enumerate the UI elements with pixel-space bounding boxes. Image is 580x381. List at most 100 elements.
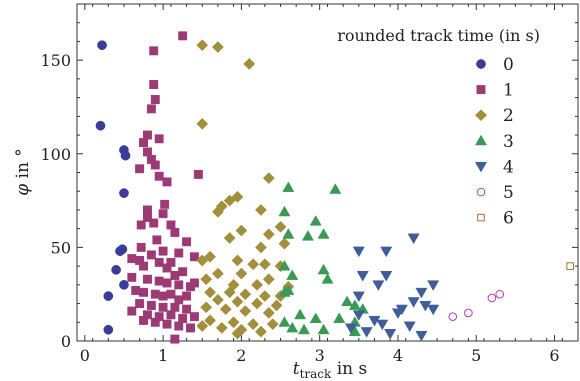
data-point — [270, 299, 283, 312]
data-point — [146, 104, 156, 114]
data-point — [154, 171, 164, 181]
data-point — [352, 246, 365, 258]
data-point — [309, 312, 322, 323]
data-point — [170, 271, 180, 280]
legend-title: rounded track time (in s) — [337, 26, 540, 45]
data-point — [231, 254, 244, 267]
data-point — [239, 305, 252, 317]
data-point — [200, 273, 213, 286]
x-tick-label: 4 — [393, 346, 403, 365]
data-point — [211, 41, 224, 54]
data-point — [158, 209, 168, 219]
data-point — [231, 295, 244, 308]
data-point — [251, 278, 264, 291]
data-point — [329, 183, 342, 194]
data-point — [127, 272, 137, 282]
legend-label-5: 5 — [503, 183, 514, 203]
data-point — [341, 295, 354, 307]
data-point — [136, 242, 146, 252]
data-point — [158, 246, 168, 256]
x-tick-label: 5 — [471, 346, 481, 365]
data-point — [149, 80, 159, 89]
data-point — [243, 57, 256, 70]
data-point — [95, 120, 106, 131]
legend: rounded track time (in s) 0 1 2 3 4 5 6 — [337, 26, 540, 229]
data-point — [407, 233, 420, 245]
data-point — [235, 224, 248, 237]
data-point — [247, 258, 260, 271]
data-point — [111, 265, 121, 275]
data-point — [262, 273, 275, 286]
data-point — [162, 278, 172, 288]
data-point — [166, 310, 176, 320]
data-point — [170, 227, 180, 237]
data-point — [139, 261, 148, 271]
data-point — [152, 235, 162, 245]
data-point — [223, 286, 236, 299]
data-point — [160, 199, 170, 209]
data-point — [415, 330, 428, 342]
x-tick-label: 6 — [549, 346, 559, 365]
data-point — [223, 232, 236, 244]
data-point — [211, 205, 224, 218]
series-5 — [448, 289, 505, 321]
data-point — [274, 220, 287, 233]
data-point — [131, 286, 141, 295]
data-point — [356, 271, 369, 282]
data-point — [189, 312, 199, 322]
data-point — [150, 95, 160, 104]
series-6 — [566, 262, 574, 270]
data-point — [309, 215, 322, 226]
data-point — [150, 289, 160, 299]
legend-marker-0 — [476, 59, 486, 69]
data-point — [427, 280, 440, 291]
x-tick-label: 1 — [158, 346, 168, 365]
legend-label-1: 1 — [503, 81, 514, 101]
data-point — [119, 279, 129, 290]
data-point — [286, 269, 299, 280]
data-point — [127, 306, 137, 316]
data-point — [286, 321, 299, 333]
data-point — [278, 260, 291, 271]
data-point — [103, 291, 114, 301]
series-1 — [127, 31, 203, 344]
data-point — [162, 177, 172, 187]
y-tick-label: 100 — [40, 145, 71, 164]
y-tick-label: 150 — [40, 51, 71, 70]
legend-marker-3 — [474, 134, 488, 146]
data-point — [162, 319, 172, 329]
data-point — [407, 297, 420, 308]
data-point — [149, 218, 159, 228]
data-point — [150, 160, 160, 170]
data-point — [97, 40, 107, 51]
data-point — [174, 295, 184, 305]
legend-label-2: 2 — [503, 106, 514, 126]
y-tick-label: 50 — [51, 238, 71, 257]
data-point — [120, 150, 131, 161]
data-point — [154, 134, 164, 144]
data-point — [119, 188, 129, 198]
data-point — [348, 299, 361, 310]
data-point — [317, 323, 330, 335]
data-point — [146, 300, 156, 310]
data-point — [372, 280, 385, 291]
data-point — [178, 314, 188, 323]
data-point — [360, 327, 373, 338]
data-point — [154, 257, 164, 267]
legend-label-3: 3 — [503, 132, 514, 152]
data-point — [376, 319, 389, 331]
data-point — [380, 271, 393, 282]
data-point — [143, 147, 152, 157]
data-point — [282, 181, 295, 192]
data-point — [380, 246, 393, 258]
data-point — [258, 258, 271, 271]
data-point — [143, 205, 152, 215]
data-point — [255, 241, 267, 254]
data-point — [135, 164, 145, 174]
data-point — [282, 228, 295, 239]
x-axis-label: ttrack in s — [293, 359, 367, 381]
legend-marker-1 — [476, 85, 486, 95]
data-point — [166, 289, 176, 299]
